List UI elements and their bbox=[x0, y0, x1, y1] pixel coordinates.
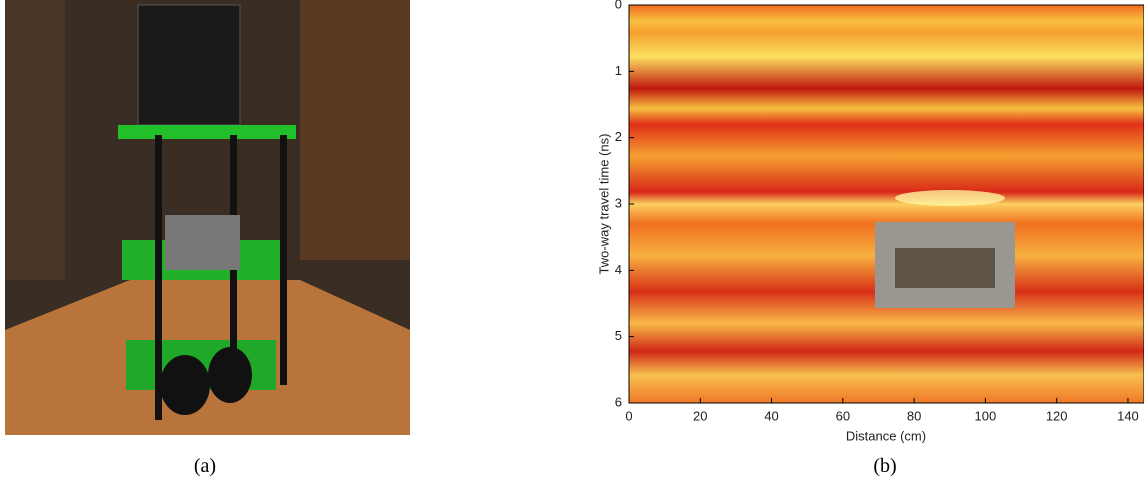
x-tick-label: 120 bbox=[1046, 408, 1068, 423]
y-tick-label: 2 bbox=[615, 129, 622, 144]
y-tick-label: 1 bbox=[615, 63, 622, 78]
photo bbox=[5, 0, 410, 435]
x-tick-label: 80 bbox=[907, 408, 921, 423]
x-tick-label: 100 bbox=[975, 408, 997, 423]
y-tick-label: 3 bbox=[615, 195, 622, 210]
y-tick-label: 4 bbox=[615, 262, 622, 277]
x-tick-label: 20 bbox=[693, 408, 707, 423]
x-tick-label: 140 bbox=[1117, 408, 1139, 423]
y-tick-label: 0 bbox=[615, 0, 622, 11]
figure: (a) Two-way travel time (ns) Distance (c… bbox=[0, 0, 1144, 479]
y-axis-label: Two-way travel time (ns) bbox=[596, 134, 611, 275]
reflection bbox=[895, 190, 1005, 206]
y-tick-label: 5 bbox=[615, 328, 622, 343]
x-tick-label: 40 bbox=[764, 408, 778, 423]
x-axis-label: Distance (cm) bbox=[846, 428, 926, 443]
caption: (b) bbox=[873, 455, 896, 477]
inset-object bbox=[895, 248, 995, 288]
x-tick-label: 0 bbox=[625, 408, 632, 423]
page: (a) Two-way travel time (ns) Distance (c… bbox=[0, 0, 1144, 479]
radargram bbox=[629, 5, 1144, 403]
y-tick-label: 6 bbox=[615, 394, 622, 409]
caption: (a) bbox=[194, 455, 216, 477]
x-tick-label: 60 bbox=[836, 408, 850, 423]
